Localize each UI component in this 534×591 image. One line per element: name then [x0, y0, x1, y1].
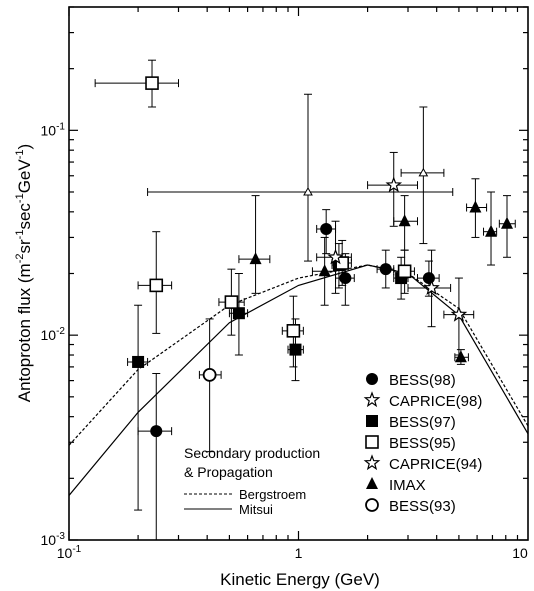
model-curves [69, 264, 528, 496]
legend-marker [366, 477, 378, 489]
curve-mitsui [69, 264, 528, 496]
legend-marker [363, 454, 381, 471]
data-points [94, 59, 516, 541]
mitsui-legend-label: Mitsui [239, 502, 273, 517]
caprice-98-point [385, 176, 403, 193]
imax-point [485, 224, 498, 237]
bess-95-point [149, 278, 164, 293]
bess-95-point [397, 264, 412, 279]
legend-label: BESS(98) [389, 372, 456, 389]
bess-95-point [224, 295, 239, 309]
bess-98-point [379, 263, 392, 276]
axis-ticks: 10-1 1 10 10-3 10-2 10-1 [41, 6, 528, 561]
x-tick-label: 1 [295, 545, 303, 561]
y-tick-label: 10-2 [41, 326, 66, 343]
curve-bergstroem [69, 264, 528, 446]
x-tick-label: 10 [512, 545, 528, 561]
open-triangle-point [418, 167, 429, 177]
legend: BESS(98) CAPRICE(98) BESS(97) BESS(95) CAPRI… [363, 372, 482, 515]
legend-label: BESS(97) [389, 414, 456, 431]
legend-label: CAPRICE(98) [389, 393, 482, 410]
legend-label: IMAX [389, 477, 426, 494]
y-axis-label: Antoproton flux (m-2sr-1sec-1GeV-1) [14, 144, 34, 402]
y-tick-label: 10-1 [41, 121, 66, 138]
bess-98-point [422, 272, 435, 285]
caprice-98-point [450, 305, 468, 322]
bess-98-point [320, 222, 333, 235]
legend-marker [366, 415, 378, 427]
bess-97-point [289, 343, 302, 356]
caprice-94-point [423, 279, 440, 295]
open-triangle-point [303, 186, 313, 196]
x-axis-label: Kinetic Energy (GeV) [220, 570, 380, 589]
bess-95-point [145, 76, 159, 90]
y-tick-label: 10-3 [41, 531, 66, 548]
bess-97-point [132, 355, 145, 368]
caprice-94-point [327, 248, 344, 265]
bess-93-point [202, 367, 217, 382]
bess-98-point [150, 425, 163, 438]
imax-point [249, 252, 262, 265]
annotation-line1: Secondary production [184, 445, 320, 461]
legend-marker [363, 391, 381, 408]
legend-marker [365, 498, 379, 512]
imax-point [500, 216, 513, 229]
legend-label: CAPRICE(94) [389, 456, 482, 473]
legend-label: BESS(95) [389, 435, 456, 452]
legend-marker [366, 373, 378, 385]
bess-95-point [286, 324, 301, 338]
imax-point [398, 214, 411, 227]
imax-point [318, 264, 331, 277]
bess-97-point [232, 307, 245, 320]
annotation-line2: & Propagation [184, 464, 273, 480]
imax-point [454, 350, 467, 363]
bess-98-point [339, 272, 352, 285]
legend-marker [365, 435, 379, 449]
imax-point [469, 200, 482, 213]
x-tick-label: 10-1 [57, 544, 82, 561]
legend-label: BESS(93) [389, 498, 456, 515]
bergstroem-legend-label: Bergstroem [239, 487, 306, 502]
